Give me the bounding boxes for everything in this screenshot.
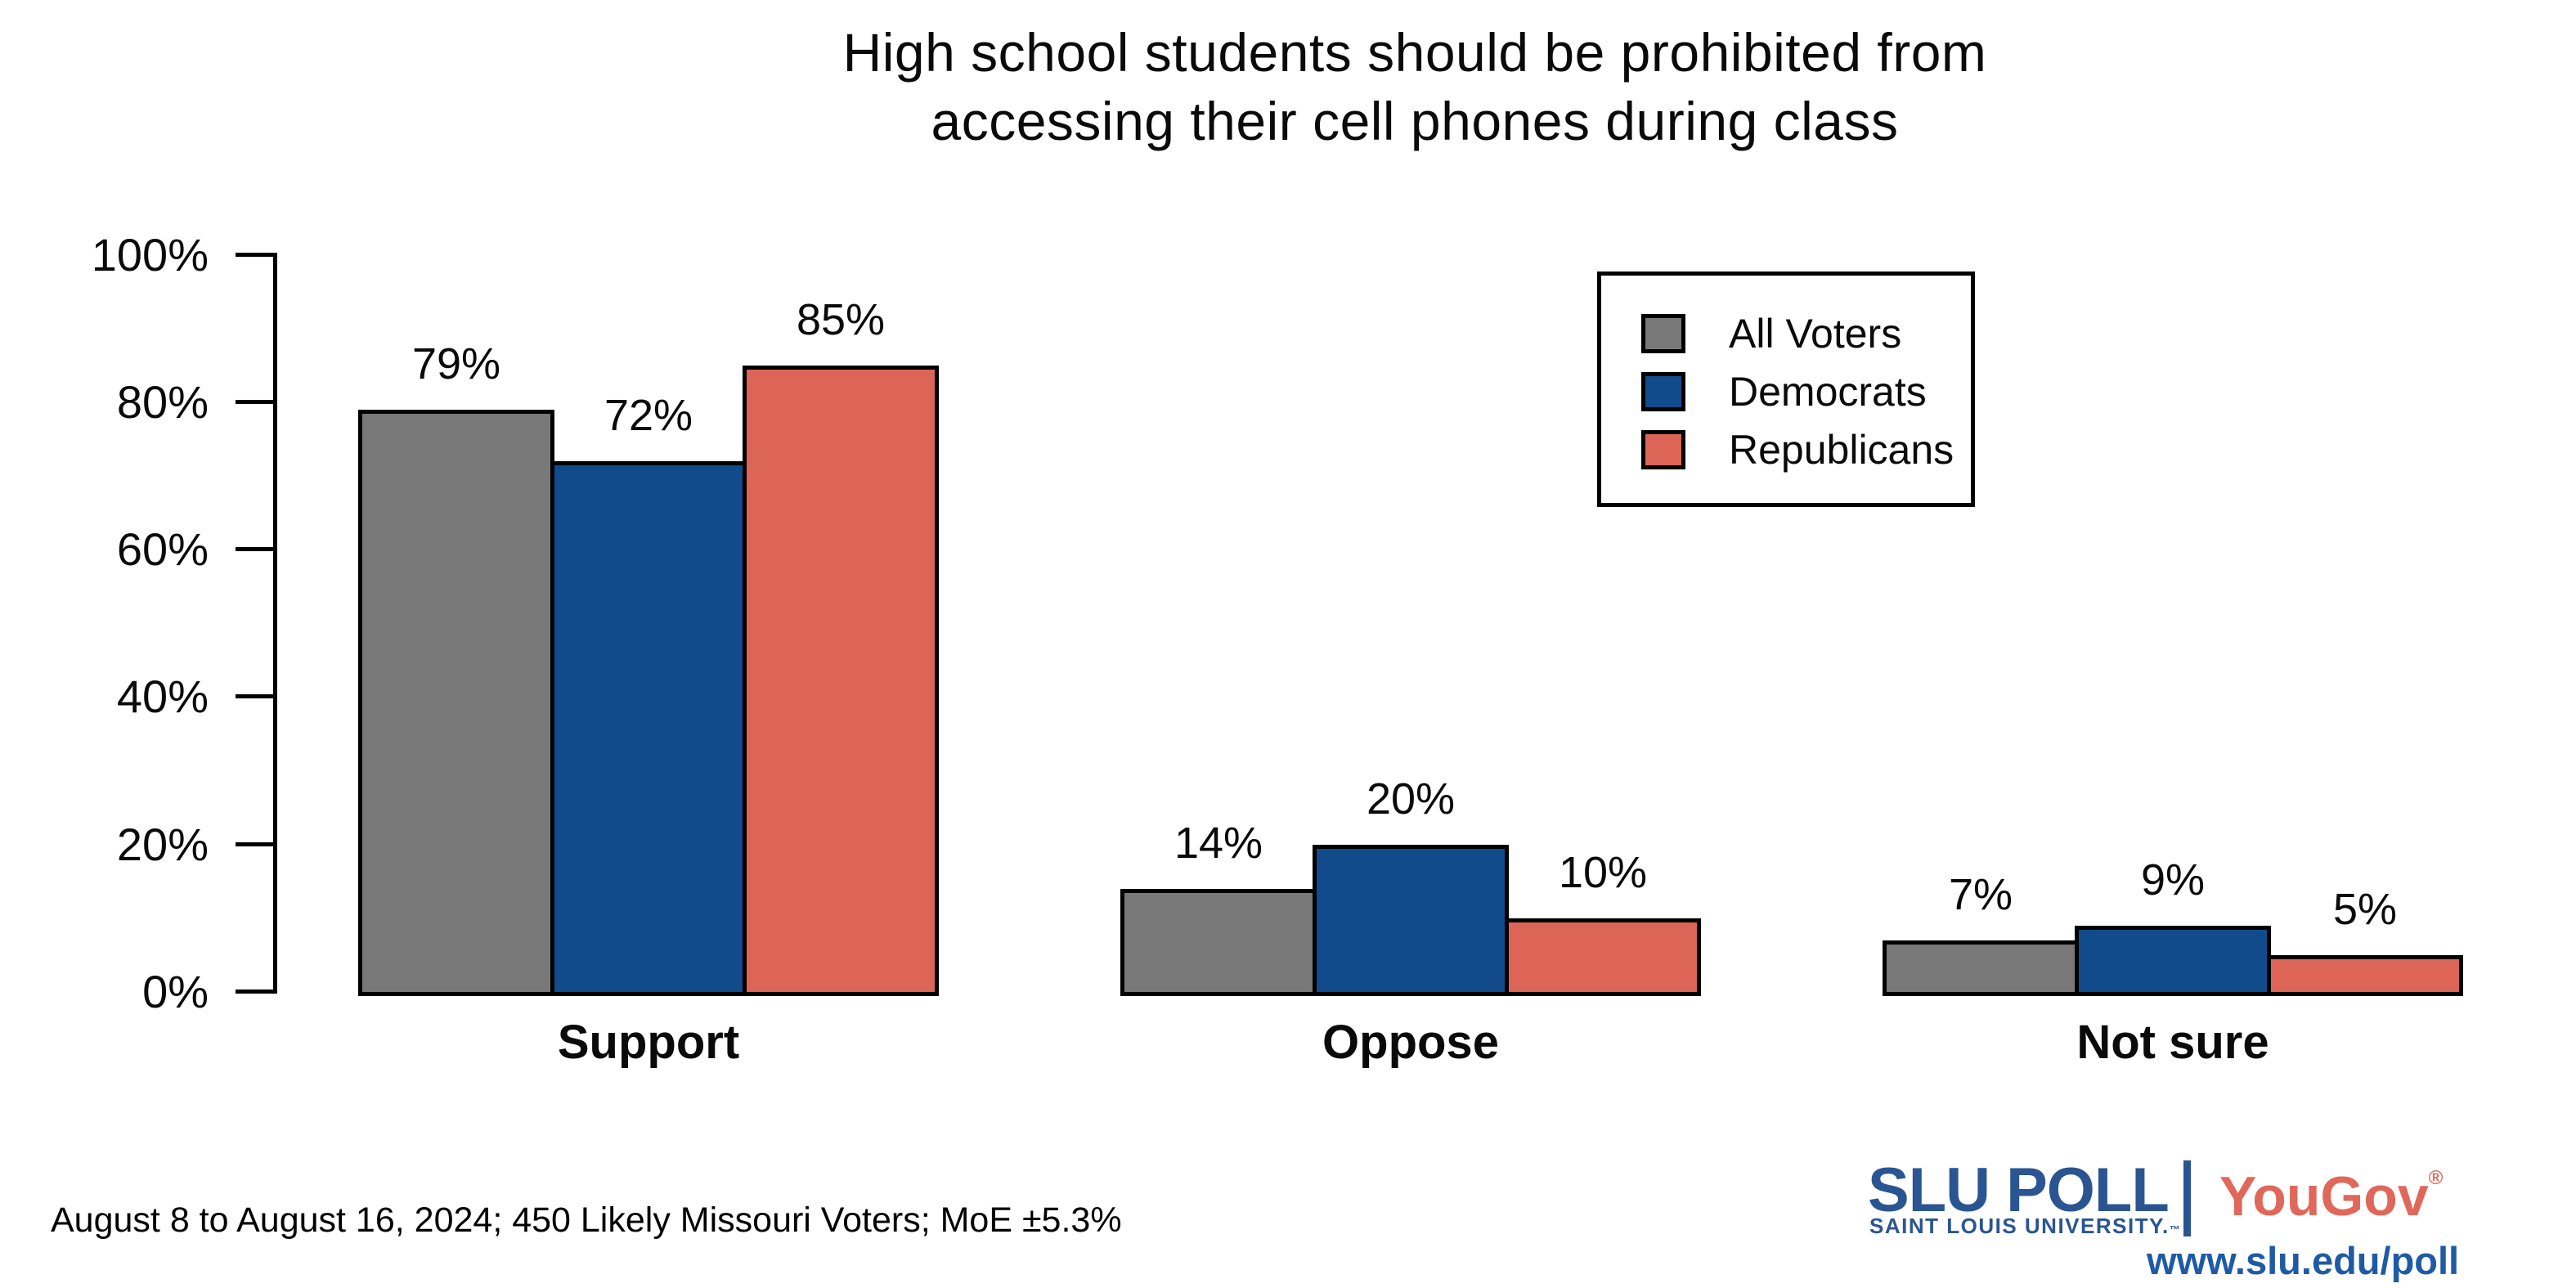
y-tick-80 [236,399,277,404]
source-note: August 8 to August 16, 2024; 450 Likely … [51,1200,1122,1240]
legend-item-democrats: Democrats [1601,365,1971,419]
bar-support-democrats [550,460,747,996]
category-label-not-sure: Not sure [2076,1016,2269,1069]
chart-title-line1: High school students should be prohibite… [842,22,1987,83]
y-tick-label-0: 0% [142,966,209,1017]
y-tick-label-40: 40% [116,671,209,723]
yougov-logo: YouGov® [2219,1165,2444,1227]
bar-oppose-republicans [1505,918,1701,996]
y-tick-40 [236,694,277,699]
value-label-oppose-all-voters: 14% [1174,818,1263,868]
chart-title-line2: accessing their cell phones during class [931,91,1899,151]
value-label-not-sure-all-voters: 7% [1948,869,2013,919]
y-tick-100 [236,252,277,257]
bar-oppose-democrats [1313,844,1509,996]
y-axis-line [273,252,277,994]
bar-not-sure-all-voters [1883,940,2079,996]
registered-symbol: ® [2428,1167,2444,1189]
value-label-oppose-republicans: 10% [1558,847,1648,897]
bar-oppose-all-voters [1120,888,1317,996]
value-label-support-democrats: 72% [604,390,693,440]
slu-poll-url: www.slu.edu/poll [2147,1239,2460,1282]
y-tick-0 [236,990,277,994]
value-label-not-sure-democrats: 9% [2140,855,2206,904]
legend-item-all-voters: All Voters [1601,307,1971,361]
legend-item-republicans: Republicans [1601,423,1971,477]
legend-swatch-republicans [1641,430,1685,469]
y-tick-label-20: 20% [116,818,209,870]
legend-swatch-all-voters [1641,314,1685,353]
legend-label-republicans: Republicans [1729,427,1954,473]
bar-not-sure-republicans [2267,954,2463,996]
value-label-oppose-democrats: 20% [1366,774,1456,824]
bar-support-all-voters [358,409,554,996]
y-tick-20 [236,841,277,846]
legend-box: All Voters Democrats Republicans [1597,272,1975,507]
category-label-oppose: Oppose [1322,1016,1499,1069]
bar-support-republicans [743,365,939,996]
brand-separator-bar [2183,1160,2191,1236]
value-label-support-republicans: 85% [796,294,886,344]
legend-swatch-democrats [1641,372,1685,411]
trademark-symbol: ™ [2169,1223,2182,1236]
slu-university-wordmark: SAINT LOUIS UNIVERSITY.™ [1869,1214,2182,1238]
y-tick-60 [236,547,277,552]
y-tick-label-60: 60% [116,523,209,576]
slu-poll-logo: SLU POLL [1868,1156,2170,1225]
y-tick-label-100: 100% [91,228,209,280]
legend-label-all-voters: All Voters [1729,311,1902,357]
bar-not-sure-democrats [2075,925,2271,996]
y-tick-label-80: 80% [116,375,209,428]
legend-label-democrats: Democrats [1729,369,1927,415]
chart-title: High school students should be prohibite… [720,18,2110,155]
value-label-support-all-voters: 79% [411,339,501,388]
category-label-support: Support [557,1016,740,1069]
value-label-not-sure-republicans: 5% [2332,884,2398,934]
